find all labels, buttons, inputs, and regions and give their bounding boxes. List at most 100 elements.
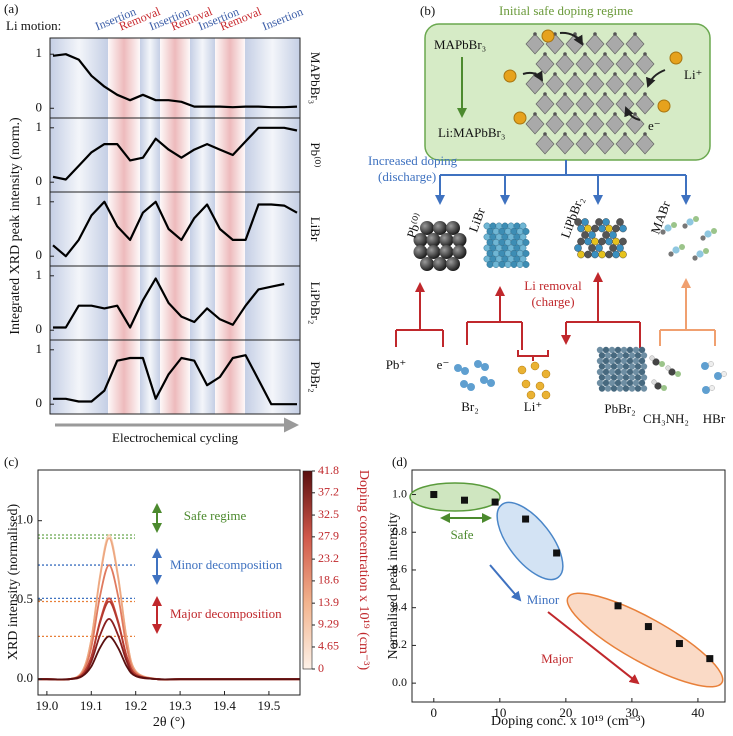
lipbbr2-atom	[577, 250, 585, 259]
diagram-line	[395, 329, 444, 347]
y-tick-label: 0	[36, 321, 43, 336]
data-point	[675, 640, 683, 648]
octahedron	[625, 73, 645, 95]
annotation: Minor decomposition	[170, 557, 283, 572]
octahedron	[555, 93, 575, 115]
subplot-name: Pb⁽⁰⁾	[308, 142, 323, 167]
libr-atom	[519, 233, 527, 241]
y-tick-label: 1	[36, 341, 43, 356]
octahedron	[625, 33, 645, 55]
y-tick-label: 0	[36, 247, 43, 262]
x-tick-label: 19.3	[169, 698, 192, 713]
br-atom	[460, 380, 468, 388]
lipbbr2-atom	[595, 218, 603, 226]
li-atom	[541, 369, 551, 379]
pbbr2-atom	[620, 357, 628, 365]
octahedron	[605, 73, 625, 95]
phase-band	[190, 38, 215, 414]
pbbr2-atom	[622, 363, 630, 370]
octahedron	[635, 133, 655, 155]
x-tick-label: 19.1	[80, 698, 103, 713]
hbr-atom	[714, 372, 722, 380]
br-atom	[487, 379, 495, 387]
lipbbr2-atom	[612, 237, 620, 246]
pbbr2-atom	[602, 357, 610, 365]
data-line	[52, 126, 298, 181]
y-tick-label: 0.2	[392, 637, 407, 651]
pb-atom	[426, 245, 441, 259]
li-atom	[535, 381, 545, 391]
lipbbr2-atom	[616, 244, 624, 252]
decomposition-label: Pb⁺	[386, 357, 407, 372]
pb-atom	[433, 221, 447, 235]
br-atom	[481, 363, 489, 371]
mabr-atom	[682, 223, 688, 229]
pbbr2-atom	[608, 379, 616, 387]
lipbbr2-atom	[602, 231, 610, 239]
colorbar-tick-label: 37.2	[318, 485, 339, 499]
octahedron	[615, 53, 635, 75]
octahedron	[555, 133, 575, 155]
libr-atom	[522, 250, 530, 257]
atom	[573, 72, 577, 76]
lipbbr2-atom	[609, 244, 617, 252]
pbbr2-atom	[640, 374, 648, 381]
ch3nh2-atom	[675, 371, 681, 377]
subplot-name: LiPbBr₂	[308, 282, 323, 325]
diagram-shapes	[395, 29, 727, 400]
octahedron	[585, 113, 605, 135]
charge-label: (charge)	[531, 294, 574, 309]
br-atom	[461, 367, 469, 375]
pbbr2-atom	[604, 374, 612, 381]
electron-label: e⁻	[648, 118, 661, 133]
pb-atom	[446, 221, 460, 235]
octahedron	[525, 113, 545, 135]
y-tick-label: 0.4	[392, 599, 407, 613]
lipbbr2-atom	[619, 237, 627, 246]
spectrum-line	[38, 635, 300, 681]
mabr-atom	[672, 246, 680, 254]
pbbr2-atom	[608, 346, 616, 354]
atom	[573, 112, 577, 116]
atom	[593, 72, 597, 76]
pb-atom	[420, 221, 434, 235]
pbbr2-atom	[634, 352, 642, 359]
octahedron	[605, 33, 625, 55]
pbbr2-atom	[598, 352, 606, 359]
doped-label: Li:MAPbBr₃	[438, 125, 505, 140]
lipbbr2-atom	[588, 231, 596, 239]
pbbr2-atom	[598, 374, 606, 381]
phase-band	[215, 38, 245, 414]
ch3nh2-atom	[661, 385, 667, 391]
group-ellipse	[496, 501, 564, 581]
atom	[633, 72, 637, 76]
pbbr2-atom	[598, 385, 606, 392]
atom	[533, 112, 537, 116]
panel-label: (a)	[4, 1, 18, 16]
y-tick-label: 1	[36, 267, 43, 282]
octahedron	[565, 73, 585, 95]
pbbr2-atom	[626, 357, 634, 365]
atom	[623, 52, 627, 56]
colorbar-tick-label: 9.29	[318, 617, 339, 631]
lipbbr2-atom	[591, 224, 599, 233]
lipbbr2-atom	[619, 250, 627, 259]
phase-label: Insertion	[260, 4, 305, 33]
br-atom	[474, 360, 482, 368]
pbbr2-atom	[620, 368, 628, 376]
colorbar-tick-label: 18.6	[318, 573, 339, 587]
y-tick-label: 0	[36, 395, 43, 410]
pbbr2-atom	[602, 346, 610, 354]
hbr-atom	[701, 362, 709, 370]
annotation: Safe	[450, 527, 473, 542]
diagram-arrow	[646, 69, 666, 88]
pbbr2-atom	[602, 368, 610, 376]
atom	[603, 92, 607, 96]
hbr-atom	[708, 361, 714, 367]
atom	[593, 32, 597, 36]
octahedron	[545, 73, 565, 95]
li-atom	[503, 69, 517, 83]
colorbar-tick-label: 4.65	[318, 639, 339, 653]
y-tick-label: 1.0	[392, 486, 407, 500]
pbbr2-atom	[632, 368, 640, 376]
